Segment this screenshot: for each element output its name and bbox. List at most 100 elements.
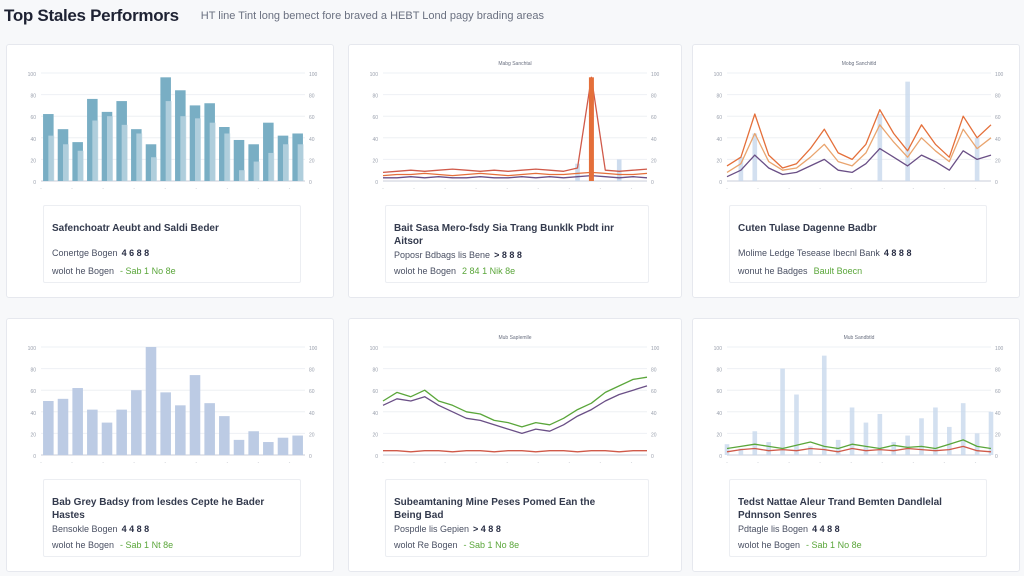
y2-tick-label: 100 bbox=[309, 72, 318, 78]
x-tick-label: - bbox=[506, 460, 508, 465]
bar bbox=[136, 133, 143, 181]
y-tick-label: 60 bbox=[716, 389, 722, 395]
bar bbox=[116, 409, 127, 455]
x-tick-label: - bbox=[850, 460, 852, 465]
bar bbox=[766, 442, 771, 455]
performer-card[interactable]: 100 100 80 80 60 60 40 40 20 20 0 0 Mub Saplemlle - - -… bbox=[348, 318, 682, 572]
y-tick-label: 60 bbox=[30, 115, 36, 121]
metric-value: 4 8 8 8 bbox=[883, 248, 912, 258]
series-line bbox=[726, 147, 992, 178]
bar bbox=[72, 142, 83, 181]
y2-tick-label: 60 bbox=[995, 115, 1001, 121]
x-tick-label: - bbox=[289, 186, 291, 191]
y2-tick-label: 60 bbox=[309, 115, 315, 121]
bar bbox=[849, 407, 855, 455]
card-title[interactable]: Safenchoatr Aeubt and Saldi Beder bbox=[52, 223, 219, 234]
x-tick-label: - bbox=[258, 186, 260, 191]
y2-tick-label: 40 bbox=[651, 137, 657, 143]
y2-tick-label: 100 bbox=[651, 346, 660, 352]
bar bbox=[248, 144, 259, 181]
y-tick-label: 20 bbox=[30, 432, 36, 438]
y-tick-label: 100 bbox=[28, 346, 37, 352]
metric-row: wolot he Bogen - Sab 1 Nt 8e bbox=[52, 540, 173, 550]
y-tick-label: 20 bbox=[372, 432, 378, 438]
bar bbox=[160, 392, 171, 455]
y-tick-label: 80 bbox=[716, 94, 722, 100]
performer-card[interactable]: 100 100 80 80 60 60 40 40 20 20 0 0 Mabg Sanchtal - - -… bbox=[348, 44, 682, 298]
x-tick-label: - bbox=[726, 460, 728, 465]
y2-tick-label: 40 bbox=[309, 411, 315, 417]
x-tick-label: - bbox=[196, 460, 198, 465]
bar bbox=[165, 101, 172, 181]
y2-tick-label: 100 bbox=[651, 72, 660, 78]
chart-title: Mobg Sanchitld bbox=[842, 61, 877, 67]
x-tick-label: - bbox=[444, 460, 446, 465]
metric-label: Molime Ledge Tesease Ibecnl Bank bbox=[738, 248, 880, 258]
metric-row: Conertge Bogen 4 6 8 8 bbox=[52, 248, 149, 258]
y2-tick-label: 40 bbox=[309, 137, 315, 143]
card-title[interactable]: Tedst Nattae Aleur Trand Bemten Dandlela… bbox=[738, 497, 942, 521]
metric-label: wonut he Badges bbox=[738, 266, 808, 276]
x-tick-label: - bbox=[258, 460, 260, 465]
bar bbox=[905, 81, 910, 181]
y2-tick-label: 20 bbox=[309, 432, 315, 438]
y2-tick-label: 40 bbox=[995, 137, 1001, 143]
y-tick-label: 100 bbox=[370, 346, 379, 352]
performer-card[interactable]: 100 100 80 80 60 60 40 40 20 20 0 0- - - - - - - - - Bab Gre… bbox=[6, 318, 334, 572]
bar bbox=[752, 133, 758, 181]
bar bbox=[905, 435, 910, 455]
y2-tick-label: 20 bbox=[651, 432, 657, 438]
y2-tick-label: 80 bbox=[995, 368, 1001, 374]
x-tick-label: - bbox=[413, 460, 415, 465]
x-tick-label: - bbox=[975, 186, 977, 191]
y2-tick-label: 0 bbox=[995, 180, 998, 186]
series-line bbox=[382, 76, 648, 174]
bar bbox=[794, 394, 799, 455]
x-tick-label: - bbox=[819, 460, 821, 465]
y-tick-label: 20 bbox=[30, 158, 36, 164]
bar bbox=[891, 442, 897, 455]
y-tick-label: 20 bbox=[372, 158, 378, 164]
x-tick-label: - bbox=[227, 460, 229, 465]
performer-card[interactable]: 100 100 80 80 60 60 40 40 20 20 0 0- - - - - - - - - Safench… bbox=[6, 44, 334, 298]
y2-tick-label: 60 bbox=[309, 389, 315, 395]
bar bbox=[175, 405, 186, 455]
performer-card[interactable]: 100 100 80 80 60 60 40 40 20 20 0 0 Mobg Sanchitld - -… bbox=[692, 44, 1020, 298]
bar bbox=[575, 163, 580, 181]
x-tick-label: - bbox=[102, 460, 104, 465]
metric-label: wolot he Bogen bbox=[52, 540, 115, 550]
x-tick-label: - bbox=[631, 186, 633, 191]
bar bbox=[239, 170, 245, 181]
series-line bbox=[726, 439, 992, 450]
y-tick-label: 100 bbox=[714, 72, 723, 78]
card-title[interactable]: Bait Sasa Mero-fsdy Sia Trang Bunklk Pbd… bbox=[394, 223, 615, 247]
bar bbox=[107, 116, 113, 181]
bar bbox=[780, 368, 785, 455]
y-tick-label: 20 bbox=[716, 432, 722, 438]
metric-row: Molime Ledge Tesease Ibecnl Bank 4 8 8 8 bbox=[738, 248, 911, 258]
bar bbox=[835, 439, 841, 455]
y2-tick-label: 80 bbox=[651, 94, 657, 100]
x-tick-label: - bbox=[819, 186, 821, 191]
x-tick-label: - bbox=[164, 186, 166, 191]
y-tick-label: 80 bbox=[372, 94, 378, 100]
y2-tick-label: 20 bbox=[995, 432, 1001, 438]
metric-value: > 8 8 8 bbox=[494, 250, 522, 260]
x-tick-label: - bbox=[133, 460, 135, 465]
bar bbox=[77, 150, 84, 181]
y-tick-label: 40 bbox=[372, 137, 378, 143]
performer-card[interactable]: 100 100 80 80 60 60 40 40 20 20 0 0 Mub Sandbtld - - - -… bbox=[692, 318, 1020, 572]
x-tick-label: - bbox=[382, 186, 384, 191]
bar bbox=[877, 413, 883, 455]
y2-tick-label: 60 bbox=[995, 389, 1001, 395]
card-title[interactable]: Subeamtaning Mine Peses Pomed Ean the Be… bbox=[394, 497, 596, 521]
x-tick-label: - bbox=[71, 460, 73, 465]
bar bbox=[933, 407, 938, 455]
chart-title: Mub Saplemlle bbox=[498, 335, 531, 341]
bar bbox=[233, 439, 245, 455]
x-tick-label: - bbox=[882, 460, 884, 465]
card-title[interactable]: Cuten Tulase Dagenne Badbr bbox=[738, 223, 877, 234]
y2-tick-label: 80 bbox=[651, 368, 657, 374]
card-title[interactable]: Bab Grey Badsy from lesdes Cepte he Bade… bbox=[52, 497, 265, 521]
metric-change: 2 84 1 Nik 8e bbox=[462, 266, 516, 276]
